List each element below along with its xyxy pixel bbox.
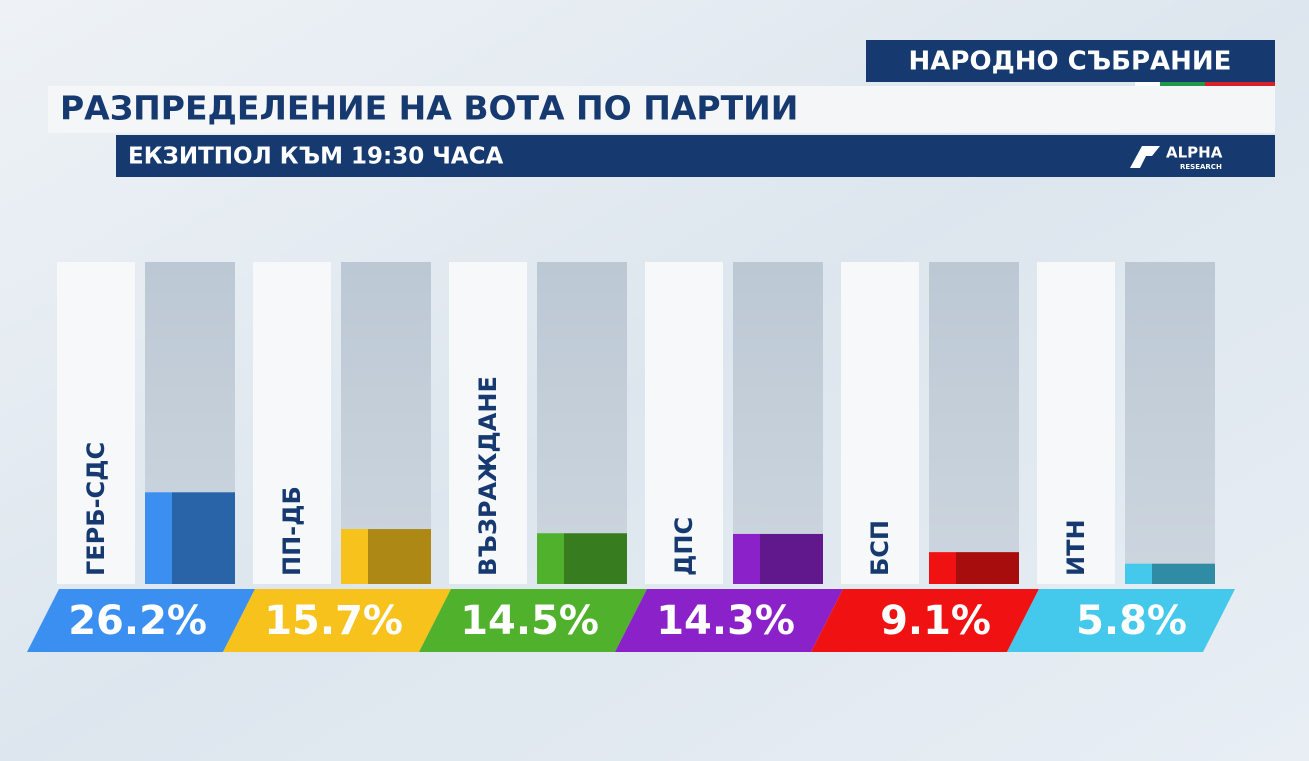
category-label: ПП-ДБ — [278, 486, 306, 576]
bar — [341, 529, 431, 584]
bar-track — [1125, 262, 1215, 584]
category-label: ВЪЗРАЖДАНЕ — [474, 376, 502, 576]
label-column — [253, 262, 331, 584]
bar-part — [537, 533, 564, 584]
logo-sub: RESEARCH — [1180, 163, 1222, 171]
bar — [537, 533, 627, 584]
bar-part — [929, 552, 956, 584]
category-label: БСП — [866, 520, 894, 576]
value-label-box — [811, 589, 1039, 652]
logo-mark — [1130, 146, 1160, 168]
bar-part — [733, 533, 760, 584]
category-label: ИТН — [1062, 519, 1090, 576]
bar — [145, 492, 235, 584]
bar — [929, 552, 1019, 584]
label-column — [1037, 262, 1115, 584]
bar-part — [1125, 563, 1152, 584]
label-column — [841, 262, 919, 584]
value-label: 5.8% — [1076, 598, 1187, 644]
value-label: 14.3% — [656, 598, 795, 644]
flag-red — [1205, 82, 1275, 86]
chart-title: РАЗПРЕДЕЛЕНИЕ НА ВОТА ПО ПАРТИИ — [60, 89, 798, 128]
label-column — [645, 262, 723, 584]
value-label-box — [223, 589, 451, 652]
label-column — [57, 262, 135, 584]
value-label-box — [27, 589, 255, 652]
bar-part — [956, 552, 1019, 584]
header: НАРОДНО СЪБРАНИЕ — [909, 47, 1232, 77]
bar-part — [760, 533, 823, 584]
bar — [1125, 563, 1215, 584]
bar-part — [341, 529, 368, 584]
value-label: 26.2% — [68, 598, 207, 644]
logo: ALPHA — [1166, 144, 1223, 162]
bar-track — [929, 262, 1019, 584]
subtitle: ЕКЗИТПОЛ КЪМ 19:30 ЧАСА — [128, 144, 503, 170]
value-label: 9.1% — [880, 598, 991, 644]
category-label: ГЕРБ-СДС — [82, 442, 110, 576]
bar — [733, 533, 823, 584]
bar-track — [733, 262, 823, 584]
flag-green — [1160, 82, 1205, 86]
value-label: 14.5% — [460, 598, 599, 644]
bar-part — [145, 492, 172, 584]
category-label: ДПС — [670, 517, 698, 576]
title-box — [48, 86, 1275, 133]
bar-part — [368, 529, 431, 584]
bar-part — [564, 533, 627, 584]
value-label-box — [419, 589, 647, 652]
value-label-box — [1007, 589, 1235, 652]
bar-track — [537, 262, 627, 584]
value-label: 15.7% — [264, 598, 403, 644]
bar-part — [172, 492, 235, 584]
header-box — [866, 40, 1275, 82]
subtitle-box — [116, 135, 1275, 177]
label-column — [449, 262, 527, 584]
bar-part — [1152, 563, 1215, 584]
value-label-box — [615, 589, 843, 652]
